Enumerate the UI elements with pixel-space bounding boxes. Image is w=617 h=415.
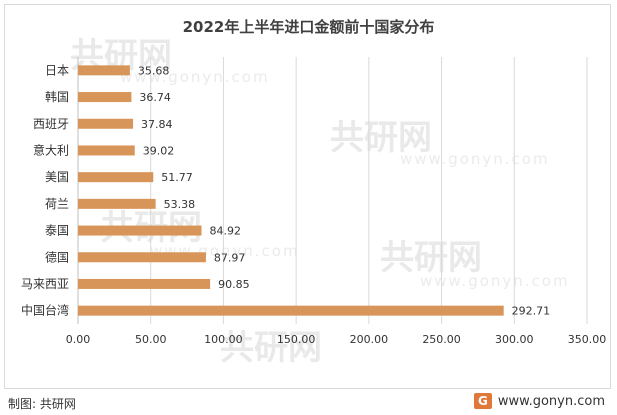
value-label: 51.77 — [161, 171, 193, 184]
bar — [78, 65, 130, 76]
value-label: 292.71 — [512, 305, 551, 318]
category-label: 意大利 — [33, 142, 69, 157]
website-link[interactable]: www.gonyn.com — [497, 393, 605, 409]
x-tick-label: 0.00 — [66, 333, 91, 346]
bar — [78, 198, 156, 209]
bar — [78, 305, 504, 316]
category-label: 韩国 — [45, 89, 69, 104]
category-label: 美国 — [45, 170, 69, 184]
gonyn-logo-icon: G — [473, 393, 492, 409]
bar — [78, 145, 135, 156]
value-label: 90.85 — [218, 278, 250, 291]
value-label: 37.84 — [141, 118, 173, 131]
category-label: 德国 — [45, 249, 69, 264]
value-label: 35.68 — [138, 64, 170, 77]
category-label: 日本 — [45, 63, 69, 77]
x-tick-label: 50.00 — [135, 333, 167, 346]
value-label: 87.97 — [214, 251, 246, 264]
x-tick-label: 350.00 — [568, 333, 607, 346]
value-label: 36.74 — [139, 91, 171, 104]
bar — [78, 172, 154, 183]
x-tick-label: 300.00 — [495, 333, 534, 346]
value-label: 84.92 — [209, 225, 241, 238]
category-label: 荷兰 — [45, 197, 69, 211]
bar — [78, 225, 202, 236]
value-label: 39.02 — [143, 144, 175, 157]
x-tick-label: 100.00 — [204, 333, 243, 346]
value-label: 53.38 — [164, 198, 196, 211]
bar — [78, 252, 206, 263]
category-label: 马来西亚 — [21, 277, 69, 291]
category-label: 泰国 — [45, 224, 69, 238]
bar — [78, 92, 132, 103]
x-tick-label: 250.00 — [422, 333, 461, 346]
bar — [78, 118, 134, 129]
category-label: 西班牙 — [33, 117, 69, 131]
source-label: 制图: 共研网 — [8, 397, 76, 411]
x-tick-label: 200.00 — [350, 333, 389, 346]
category-label: 中国台湾 — [21, 303, 69, 318]
footer-brand: G www.gonyn.com — [473, 393, 605, 409]
chart-title: 2022年上半年进口金额前十国家分布 — [182, 18, 435, 36]
x-tick-label: 150.00 — [277, 333, 316, 346]
bar — [78, 278, 211, 289]
